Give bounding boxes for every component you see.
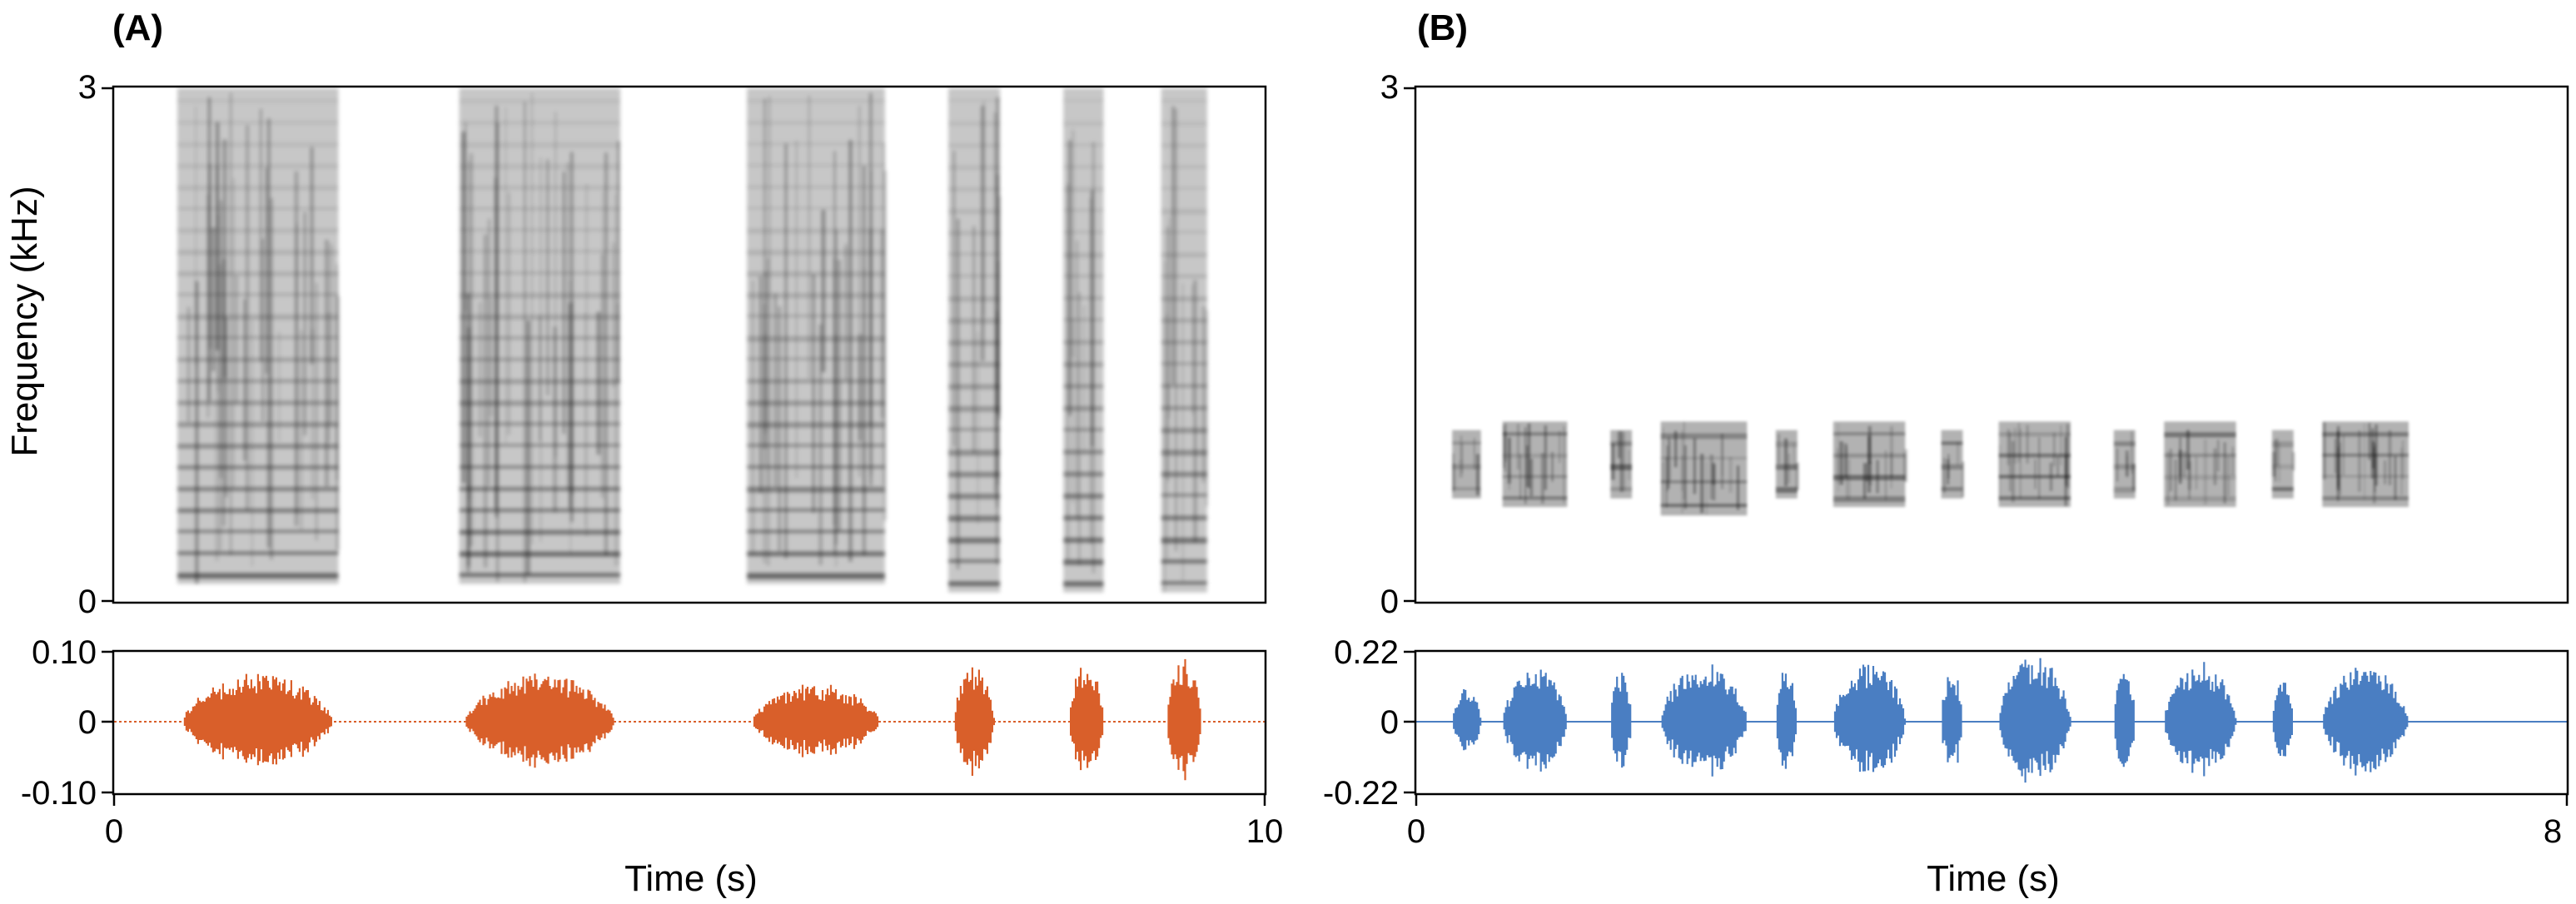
panel-b-xlabel: Time (s)	[1927, 858, 2060, 899]
panel-b-xaxis: 0 8 Time (s)	[1407, 794, 2569, 899]
panel-b-xtick-end: 8	[2544, 813, 2562, 850]
panel-a-wave-ytick-zero: 0	[78, 704, 97, 741]
panel-b-waveform-burst	[2272, 683, 2293, 757]
panel-a-spectrogram-segment	[459, 88, 621, 584]
panel-b-waveform-burst	[1503, 669, 1567, 772]
panel-a-ytick-top: 3	[78, 69, 97, 106]
panel-a-spectrogram-segment	[1161, 88, 1208, 593]
panel-b-wave-ytick-bottom: -0.22	[1323, 775, 1399, 812]
panel-b-waveform-burst	[1453, 689, 1482, 751]
panel-a-spectrogram-segment	[747, 88, 887, 584]
panel-a-waveform-burst	[1070, 668, 1104, 771]
panel-a-spectrogram-segment	[177, 88, 340, 584]
panel-b-wave-ytick-top: 0.22	[1334, 634, 1399, 671]
panel-b-spectrogram-segment	[1502, 421, 1568, 508]
panel-a-spectrogram-marks	[177, 88, 1208, 593]
panel-b-waveform-burst	[1661, 664, 1747, 777]
panel-a-waveform-burst	[1167, 658, 1201, 781]
panel-b-spectrogram: 3 0	[1380, 69, 2569, 620]
panel-b-waveform-burst	[1999, 658, 2071, 783]
panel-a-label: (A)	[112, 7, 163, 48]
panel-a-spectrogram-frame	[112, 85, 1267, 604]
panel-b-spectrogram-segment	[1660, 421, 1748, 516]
panel-b-spectrogram-marks	[1452, 421, 2409, 516]
panel-b-spectrogram-segment	[2322, 421, 2409, 508]
panel-b-waveform-burst	[2114, 673, 2135, 767]
panel-b-ytick-bottom: 0	[1380, 584, 1399, 620]
panel-a-xtick-end: 10	[1246, 813, 1284, 850]
panel-a-xtick-start: 0	[105, 813, 123, 850]
panel-b-wave-ytick-zero: 0	[1380, 704, 1399, 741]
panel-b-spectrogram-segment	[1998, 421, 2071, 508]
panel-a-xlabel: Time (s)	[624, 858, 758, 899]
panel-a-waveform-burst	[465, 673, 614, 768]
panel-a-waveform: 0.10 0 -0.10	[21, 634, 1267, 812]
panel-b-waveform-burst	[1833, 664, 1907, 772]
panel-a-wave-ytick-top: 0.10	[32, 634, 97, 671]
panel-a-ylabel: Frequency (kHz)	[4, 186, 45, 456]
panel-b-spectrogram-segment	[2271, 430, 2295, 499]
panel-b-spectrogram-segment	[1941, 430, 1964, 499]
panel-a: (A) Frequency (kHz) 3 0 0.10 0 -0.10 0 1…	[4, 7, 1283, 899]
panel-b: (B) 3 0 0.22 0 -0.22 0 8 Time (s)	[1323, 7, 2569, 899]
panel-b-spectrogram-segment	[2164, 421, 2236, 508]
panel-b-waveform-burst	[1611, 673, 1632, 768]
panel-b-waveform-burst	[2323, 668, 2409, 776]
panel-b-spectrogram-segment	[1775, 430, 1799, 499]
panel-b-spectrogram-segment	[1610, 430, 1633, 499]
panel-b-waveform-burst	[2165, 662, 2237, 777]
panel-a-spectrogram-segment	[947, 88, 1001, 593]
panel-b-spectrogram-frame	[1414, 85, 2569, 604]
panel-b-label: (B)	[1417, 7, 1468, 48]
panel-b-spectrogram-segment	[1833, 421, 1908, 508]
panel-a-waveform-burst	[183, 673, 332, 766]
panel-b-spectrogram-segment	[1452, 430, 1481, 499]
panel-b-waveform-burst	[1776, 673, 1797, 769]
panel-a-waveform-burst	[753, 684, 881, 757]
panel-a-ytick-bottom: 0	[78, 584, 97, 620]
panel-b-waveform-burst	[1942, 677, 1962, 763]
panel-a-spectrogram: 3 0	[78, 69, 1267, 620]
panel-b-xtick-start: 0	[1407, 813, 1425, 850]
panel-b-ytick-top: 3	[1380, 69, 1399, 106]
panel-a-wave-ytick-bottom: -0.10	[21, 775, 97, 812]
panel-a-waveform-burst	[954, 667, 995, 776]
panel-b-waveform-marks	[1416, 658, 2567, 783]
panel-b-spectrogram-segment	[2113, 430, 2136, 499]
panel-a-spectrogram-segment	[1063, 88, 1104, 593]
panel-a-xaxis: 0 10 Time (s)	[105, 794, 1283, 899]
panel-b-waveform: 0.22 0 -0.22	[1323, 634, 2569, 812]
panel-a-waveform-marks	[114, 658, 1265, 781]
